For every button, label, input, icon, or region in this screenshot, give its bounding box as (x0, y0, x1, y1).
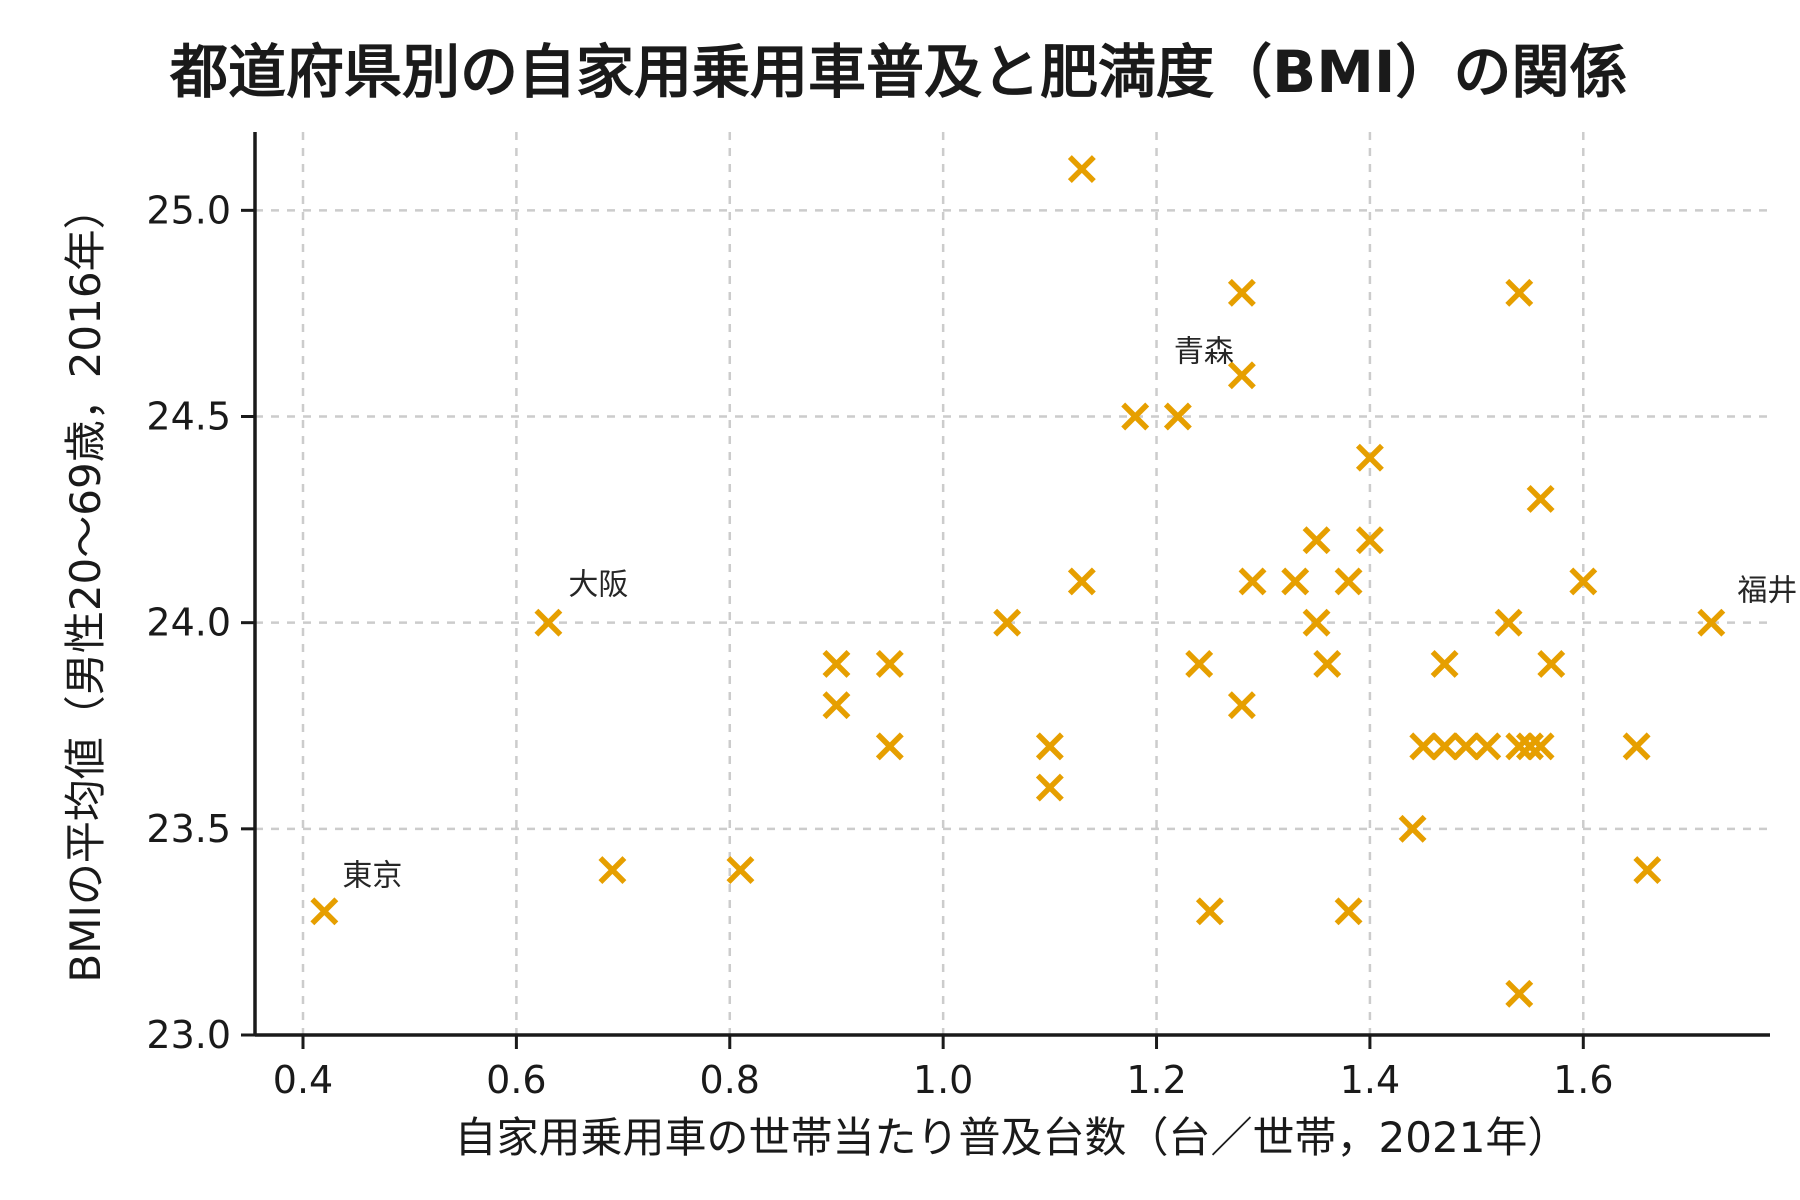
data-point-marker (1121, 402, 1150, 431)
x-tick-label: 1.4 (1340, 1058, 1400, 1102)
data-point-marker (1398, 814, 1427, 843)
data-point-marker (1697, 608, 1726, 637)
data-point-marker (1227, 361, 1256, 390)
annotation-label: 福井 (1737, 574, 1797, 609)
data-point-marker (1302, 526, 1331, 555)
annotation-label: 東京 (342, 858, 402, 893)
data-point-marker (1622, 732, 1651, 761)
axes: 0.4 0.6 0.8 1.0 1.2 1.4 1.6 23.0 23.5 24.0 24.5 25.… (146, 132, 1770, 1102)
data-point-marker (993, 608, 1022, 637)
y-tick-label: 24.5 (146, 395, 231, 439)
data-point-marker (1526, 732, 1555, 761)
data-point-marker (1473, 732, 1502, 761)
data-point-marker (1355, 526, 1384, 555)
data-point-marker (534, 608, 563, 637)
x-axis-label: 自家用乗用車の世帯当たり普及台数（台／世帯，2021年） (455, 1113, 1570, 1162)
data-point-marker (1451, 732, 1480, 761)
data-point-marker (1163, 402, 1192, 431)
data-point-marker (1526, 485, 1555, 513)
grid-lines (255, 132, 1770, 1037)
data-point-marker (1516, 732, 1544, 761)
data-point-marker (1238, 567, 1267, 596)
data-point-marker (1227, 278, 1256, 307)
data-point-marker (1185, 649, 1214, 678)
data-point-marker (598, 856, 627, 885)
x-tick-label: 0.8 (700, 1058, 760, 1102)
data-point-marker (1067, 567, 1096, 596)
y-tick-label: 25.0 (146, 188, 231, 232)
data-point-marker (1227, 691, 1256, 720)
annotation-label: 大阪 (568, 568, 628, 603)
data-points (310, 155, 1726, 1008)
y-tick-label: 23.5 (146, 807, 231, 851)
data-point-marker (875, 732, 904, 761)
x-tick-label: 1.6 (1553, 1058, 1613, 1102)
data-point-marker (1035, 773, 1064, 802)
data-point-marker (1494, 608, 1523, 637)
data-point-marker (1195, 897, 1224, 926)
data-point-marker (822, 691, 851, 720)
data-point-marker (1505, 979, 1534, 1008)
x-tick-label: 0.4 (273, 1058, 333, 1102)
y-axis-label: BMIの平均値（男性20〜69歳，2016年） (61, 187, 110, 982)
data-point-marker (1302, 608, 1331, 637)
data-point-marker (875, 649, 904, 678)
data-point-marker (822, 649, 851, 678)
x-tick-label: 1.0 (913, 1058, 973, 1102)
data-point-marker (1537, 649, 1566, 678)
data-point-marker (1334, 897, 1363, 926)
data-point-marker (1313, 649, 1342, 678)
data-point-marker (1281, 567, 1310, 596)
data-point-marker (1430, 649, 1459, 678)
chart-title: 都道府県別の自家用乗用車普及と肥満度（BMI）の関係 (169, 38, 1628, 106)
data-point-marker (1334, 567, 1363, 596)
y-tick-label: 23.0 (146, 1013, 231, 1057)
data-point-marker (1569, 567, 1598, 596)
data-point-marker (726, 856, 755, 885)
data-point-marker (1067, 155, 1096, 184)
data-point-marker (1505, 732, 1534, 761)
x-tick-label: 1.2 (1126, 1058, 1186, 1102)
data-point-marker (1035, 732, 1064, 761)
x-tick-label: 0.6 (486, 1058, 546, 1102)
annotation-label: 青森 (1174, 334, 1234, 369)
data-point-marker (1430, 732, 1459, 761)
y-tick-label: 24.0 (146, 601, 231, 645)
data-point-marker (1409, 732, 1438, 761)
data-point-marker (1355, 443, 1384, 472)
data-point-marker (1633, 856, 1662, 885)
data-point-marker (310, 897, 339, 926)
data-point-marker (1505, 278, 1534, 307)
